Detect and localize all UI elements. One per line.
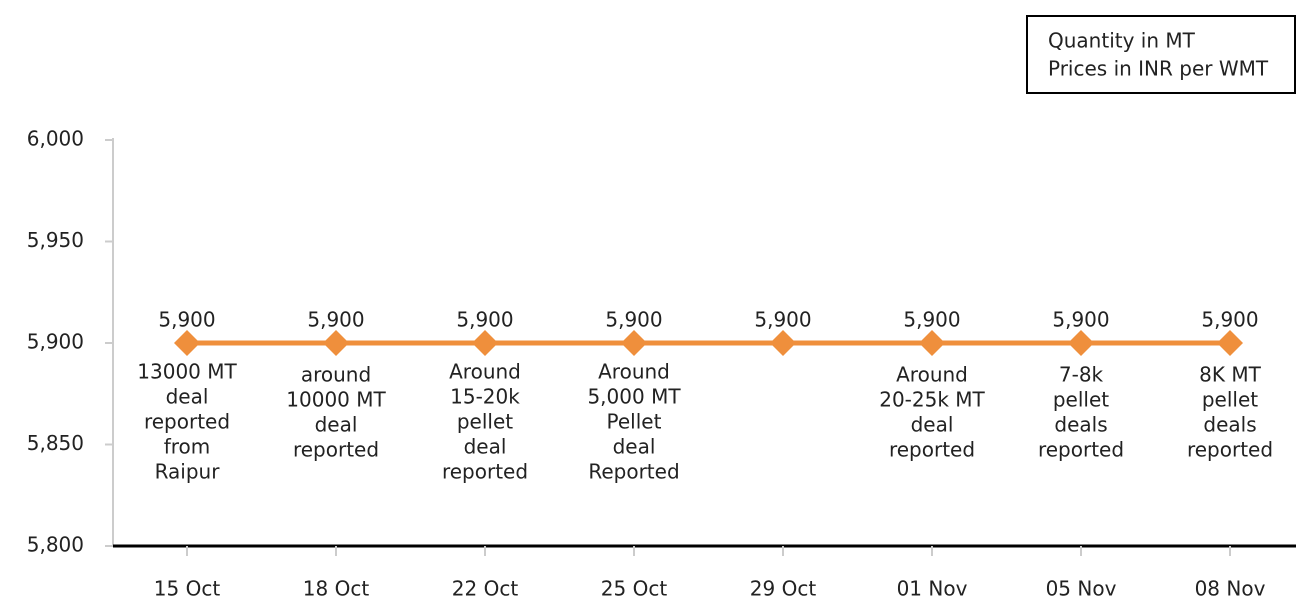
annotation: reported <box>442 460 528 484</box>
x-tick-label: 25 Oct <box>601 577 668 596</box>
marker <box>1068 330 1094 356</box>
annotation: 13000 MT <box>137 360 237 384</box>
annotation: pellet <box>1202 388 1258 412</box>
annotation: pellet <box>1053 388 1109 412</box>
annotation: 7-8k <box>1059 363 1104 387</box>
annotation: reported <box>144 410 230 434</box>
annotation: from <box>164 435 211 459</box>
annotation: Raipur <box>155 460 221 484</box>
annotation: 15-20k <box>450 385 520 409</box>
annotation: 8K MT <box>1199 363 1261 387</box>
marker <box>174 330 200 356</box>
marker <box>919 330 945 356</box>
y-tick-label: 5,900 <box>27 330 84 354</box>
value-label: 5,900 <box>903 308 960 332</box>
annotation: deal <box>166 385 209 409</box>
annotation: reported <box>1038 438 1124 462</box>
marker <box>621 330 647 356</box>
x-tick-label: 05 Nov <box>1046 577 1117 596</box>
y-tick-label: 6,000 <box>27 127 84 151</box>
value-label: 5,900 <box>754 308 811 332</box>
annotation: Around <box>449 360 521 384</box>
annotation: reported <box>889 438 975 462</box>
annotation: deals <box>1203 413 1256 437</box>
value-label: 5,900 <box>1201 308 1258 332</box>
annotation: Pellet <box>607 410 662 434</box>
annotation: reported <box>1187 438 1273 462</box>
annotation: pellet <box>457 410 513 434</box>
marker <box>323 330 349 356</box>
x-tick-label: 15 Oct <box>154 577 221 596</box>
marker <box>770 330 796 356</box>
annotation: reported <box>293 438 379 462</box>
marker <box>472 330 498 356</box>
annotation: Around <box>598 360 670 384</box>
value-label: 5,900 <box>605 308 662 332</box>
x-tick-label: 29 Oct <box>750 577 817 596</box>
x-tick-label: 01 Nov <box>897 577 968 596</box>
x-tick-label: 08 Nov <box>1195 577 1266 596</box>
annotation: Reported <box>588 460 679 484</box>
legend-box <box>1026 15 1296 94</box>
annotation: deals <box>1054 413 1107 437</box>
annotation: deal <box>613 435 656 459</box>
annotation: Around <box>896 363 968 387</box>
value-label: 5,900 <box>158 308 215 332</box>
annotation: around <box>301 363 371 387</box>
annotation: 20-25k MT <box>879 388 985 412</box>
value-label: 5,900 <box>1052 308 1109 332</box>
x-tick-label: 18 Oct <box>303 577 370 596</box>
marker <box>1217 330 1243 356</box>
annotation: 5,000 MT <box>587 385 681 409</box>
y-tick-label: 5,800 <box>27 533 84 557</box>
value-label: 5,900 <box>307 308 364 332</box>
note: Quantity in MT <box>1048 29 1196 53</box>
annotation: deal <box>315 413 358 437</box>
y-tick-label: 5,950 <box>27 228 84 252</box>
annotation: deal <box>911 413 954 437</box>
y-tick-label: 5,850 <box>27 431 84 455</box>
x-tick-label: 22 Oct <box>452 577 519 596</box>
annotation: 10000 MT <box>286 388 386 412</box>
annotation: deal <box>464 435 507 459</box>
note: Prices in INR per WMT <box>1048 57 1269 81</box>
value-label: 5,900 <box>456 308 513 332</box>
